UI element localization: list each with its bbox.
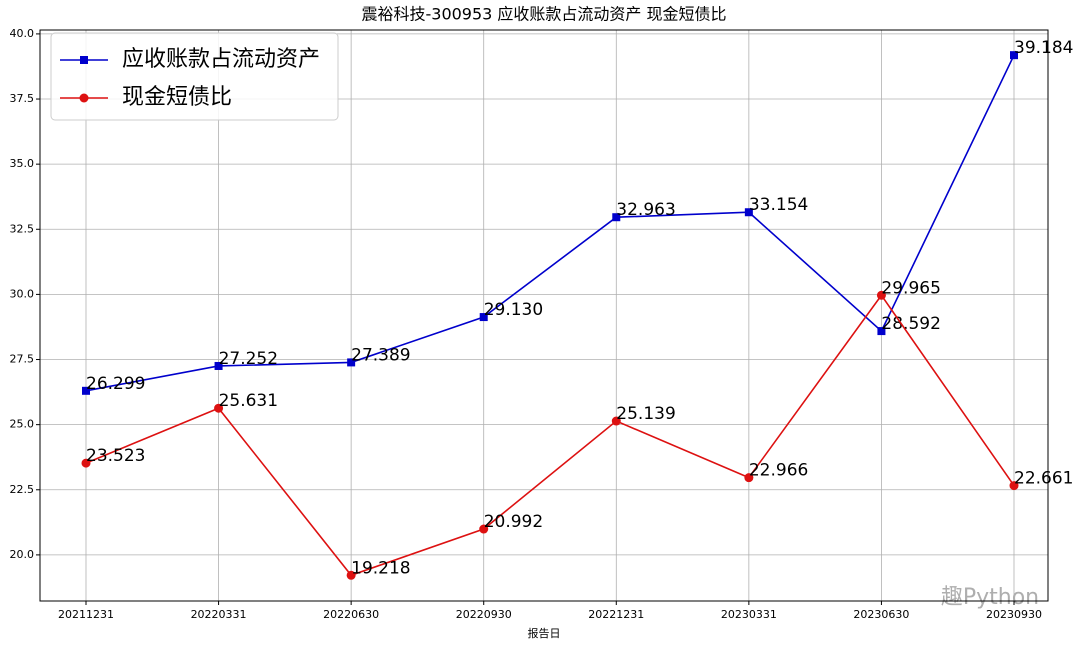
marker <box>82 386 90 395</box>
y-tick-label: 35.0 <box>10 157 35 170</box>
y-tick-label: 40.0 <box>10 27 35 40</box>
marker <box>79 93 89 103</box>
y-tick-label: 37.5 <box>10 92 35 105</box>
chart-title: 震裕科技-300953 应收账款占流动资产 现金短债比 <box>361 5 726 24</box>
plot-frame <box>39 29 1049 602</box>
marker <box>479 524 489 534</box>
x-tick-label: 20230630 <box>853 608 909 621</box>
data-label: 23.523 <box>86 446 145 466</box>
marker <box>479 313 488 322</box>
data-label: 32.963 <box>616 200 675 220</box>
marker <box>346 570 356 580</box>
watermark: 趣Python <box>941 585 1039 610</box>
data-label: 39.184 <box>1014 38 1073 58</box>
marker <box>214 403 224 413</box>
y-tick-label: 32.5 <box>10 222 35 235</box>
data-label: 25.139 <box>616 404 675 424</box>
data-label: 29.965 <box>881 278 940 298</box>
marker <box>876 290 886 300</box>
y-tick-label: 27.5 <box>10 353 35 366</box>
marker <box>214 361 223 370</box>
legend-label: 现金短债比 <box>122 85 232 110</box>
marker <box>347 358 356 367</box>
marker <box>1009 481 1019 491</box>
data-label: 33.154 <box>749 195 808 215</box>
series-line <box>85 54 1015 392</box>
x-tick-label: 20220331 <box>191 608 247 621</box>
legend-label: 应收账款占流动资产 <box>122 47 320 72</box>
data-label: 22.966 <box>749 461 808 481</box>
data-label: 19.218 <box>351 558 410 578</box>
y-tick-label: 30.0 <box>10 287 35 300</box>
x-tick-label: 20230331 <box>721 608 777 621</box>
x-tick-label: 20230930 <box>986 608 1042 621</box>
marker <box>744 473 754 483</box>
data-label: 22.661 <box>1014 469 1073 489</box>
data-label: 20.992 <box>484 512 543 532</box>
x-tick-label: 20221231 <box>588 608 644 621</box>
x-tick-label: 20211231 <box>58 608 114 621</box>
data-label: 26.299 <box>86 374 145 394</box>
data-label: 27.389 <box>351 345 410 365</box>
marker <box>80 56 88 64</box>
data-label: 29.130 <box>484 300 543 320</box>
marker <box>744 208 753 217</box>
marker <box>611 416 621 426</box>
legend-box <box>50 32 339 121</box>
marker <box>81 458 91 468</box>
x-tick-label: 20220630 <box>323 608 379 621</box>
marker <box>612 213 621 222</box>
x-axis-label: 报告日 <box>528 626 561 640</box>
y-tick-label: 22.5 <box>10 483 35 496</box>
y-tick-label: 20.0 <box>10 548 35 561</box>
data-label: 28.592 <box>881 314 940 334</box>
marker <box>877 327 886 336</box>
data-label: 27.252 <box>219 349 278 369</box>
y-tick-label: 25.0 <box>10 418 35 431</box>
series-line <box>85 293 1015 577</box>
data-label: 25.631 <box>219 391 278 411</box>
x-tick-label: 20220930 <box>456 608 512 621</box>
marker <box>1010 51 1018 60</box>
